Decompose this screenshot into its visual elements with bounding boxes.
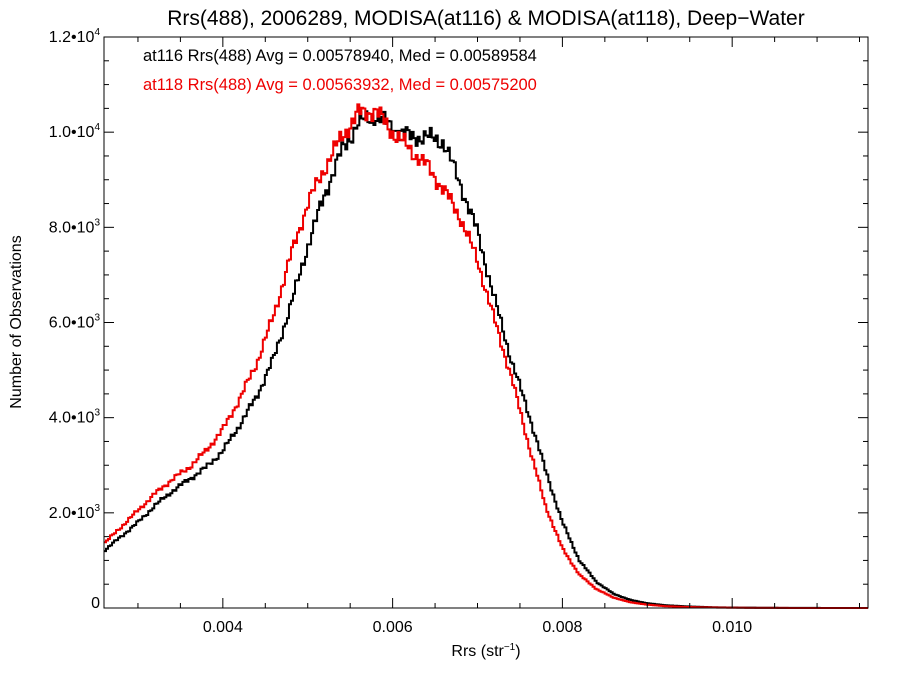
chart-title: Rrs(488), 2006289, MODISA(at116) & MODIS… (167, 7, 804, 30)
y-tick-label: 1.2•104 (49, 27, 101, 46)
legend-entry-at116: at116 Rrs(488) Avg = 0.00578940, Med = 0… (143, 47, 537, 65)
y-axis-label: Number of Observations (8, 235, 25, 408)
x-tick-label: 0.010 (712, 619, 752, 636)
x-tick-label: 0.008 (542, 619, 582, 636)
x-tick-label: 0.006 (373, 619, 413, 636)
y-tick-label: 6.0•103 (49, 313, 101, 332)
y-tick-label: 0 (91, 595, 100, 612)
series-at116-line (104, 110, 868, 609)
x-axis-label: Rrs (str−1) (451, 642, 520, 660)
y-tick-label: 1.0•104 (49, 122, 101, 141)
y-tick-label: 8.0•103 (49, 217, 101, 236)
plot-frame (103, 36, 869, 609)
series-at118-line (104, 103, 868, 609)
legend-entry-at118: at118 Rrs(488) Avg = 0.00563932, Med = 0… (143, 76, 537, 94)
y-tick-label: 2.0•103 (49, 503, 101, 522)
plot-area: 0.004 0.006 0.008 0.010 0 2.0•103 4.0•103 6.0•1… (49, 27, 869, 636)
x-tick-label: 0.004 (203, 619, 243, 636)
y-tick-label: 4.0•103 (49, 408, 101, 427)
